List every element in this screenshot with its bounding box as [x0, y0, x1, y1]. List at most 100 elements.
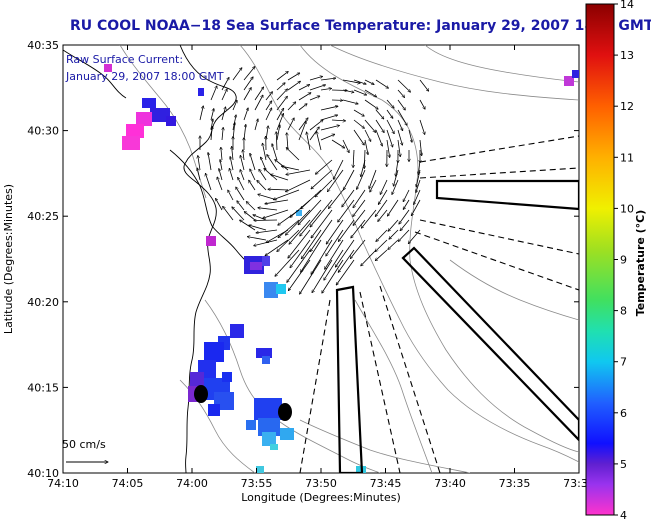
current-vector	[223, 206, 234, 221]
current-vector	[275, 160, 289, 171]
current-vector	[419, 139, 422, 156]
current-vector	[236, 187, 245, 201]
current-vector	[320, 78, 336, 81]
current-annotation-line2: January 29, 2007 18:00 GMT	[65, 70, 224, 83]
current-vector	[326, 229, 344, 256]
current-vector	[272, 144, 278, 161]
current-vector	[281, 166, 300, 171]
current-vector	[254, 87, 264, 101]
current-vector	[353, 199, 366, 217]
current-vector	[397, 139, 400, 157]
current-vector	[243, 150, 244, 161]
x-tick-label: 74:05	[112, 477, 144, 490]
current-vector	[222, 127, 223, 141]
colorbar-tick-label: 6	[620, 407, 627, 420]
y-tick-label: 40:20	[27, 296, 59, 309]
current-vector	[375, 129, 382, 146]
current-vector	[259, 169, 267, 181]
y-tick-label: 40:35	[27, 39, 59, 52]
current-vector	[403, 199, 410, 210]
land-mask-point	[278, 403, 292, 421]
current-vector	[219, 169, 223, 181]
current-vector	[398, 229, 410, 242]
current-vector	[364, 129, 371, 142]
current-vector	[386, 109, 393, 118]
x-tick-label: 73:40	[434, 477, 466, 490]
current-vector	[353, 79, 366, 84]
current-vector	[380, 179, 388, 195]
y-tick-label: 40:10	[27, 467, 59, 480]
current-vector	[309, 85, 326, 91]
current-vector	[276, 132, 277, 151]
current-vector	[397, 119, 403, 131]
current-vector	[326, 219, 344, 244]
current-vector	[309, 96, 320, 101]
current-vector	[287, 73, 300, 81]
current-vector	[267, 155, 278, 171]
current-vector	[310, 219, 333, 252]
current-vector	[240, 170, 245, 181]
current-vector	[262, 143, 267, 161]
current-vector	[277, 229, 300, 252]
y-axis: 40:10 40:15 40:20 40:25 40:30 40:35	[27, 39, 579, 480]
current-vector	[257, 180, 267, 191]
current-vector	[316, 131, 322, 151]
current-vector	[386, 129, 393, 147]
current-vector	[324, 249, 344, 280]
current-vector	[244, 212, 256, 221]
current-vector	[312, 259, 333, 293]
current-vector	[364, 99, 378, 109]
current-vector	[320, 125, 340, 131]
colorbar-ticks: 4 5 6 7 8 9 10 11 12 13 14	[614, 0, 634, 519]
vector-scale: 50 cm/s	[62, 438, 108, 462]
current-vector	[416, 179, 421, 193]
current-vector	[419, 99, 425, 109]
current-vector	[357, 169, 366, 190]
current-vector	[246, 202, 256, 211]
scale-label: 50 cm/s	[62, 438, 106, 451]
current-vector	[232, 146, 233, 161]
current-vector	[309, 127, 319, 141]
current-vector	[208, 153, 212, 171]
current-vector	[232, 68, 242, 81]
current-vector	[290, 239, 311, 268]
current-vector	[311, 239, 333, 274]
current-vector	[285, 179, 311, 192]
colorbar-label: Temperature (°C)	[634, 210, 647, 317]
current-vector	[350, 239, 366, 259]
current-vector	[249, 180, 256, 191]
current-vector	[298, 93, 311, 101]
current-vector	[351, 219, 366, 238]
current-vector	[397, 89, 405, 98]
current-vector	[375, 79, 389, 88]
current-vector	[254, 119, 258, 131]
current-vector	[375, 249, 388, 261]
current-vector	[205, 173, 212, 191]
colorbar-tick-label: 12	[620, 100, 634, 113]
colorbar-tick-label: 4	[620, 509, 627, 519]
current-vector	[336, 259, 355, 285]
current-vector	[333, 159, 344, 179]
current-vector	[361, 209, 377, 228]
current-vector	[199, 106, 203, 121]
current-vector	[276, 83, 285, 91]
current-vector	[238, 177, 245, 191]
current-vector	[364, 79, 374, 85]
current-vector	[331, 139, 345, 148]
current-vector	[411, 199, 421, 216]
current-vector	[265, 92, 273, 101]
current-vector	[301, 189, 322, 209]
current-vector	[243, 67, 255, 81]
current-vector	[353, 109, 364, 116]
current-vector	[298, 104, 307, 111]
current-vector	[263, 209, 289, 218]
current-vector	[353, 209, 366, 226]
current-vector	[240, 155, 245, 171]
current-vector	[286, 169, 311, 175]
chart-title: RU COOL NOAA−18 Sea Surface Temperature:…	[70, 18, 651, 34]
x-tick-label: 73:50	[305, 477, 337, 490]
current-vector	[237, 201, 245, 211]
current-vector	[376, 229, 388, 242]
current-vector	[301, 239, 322, 272]
